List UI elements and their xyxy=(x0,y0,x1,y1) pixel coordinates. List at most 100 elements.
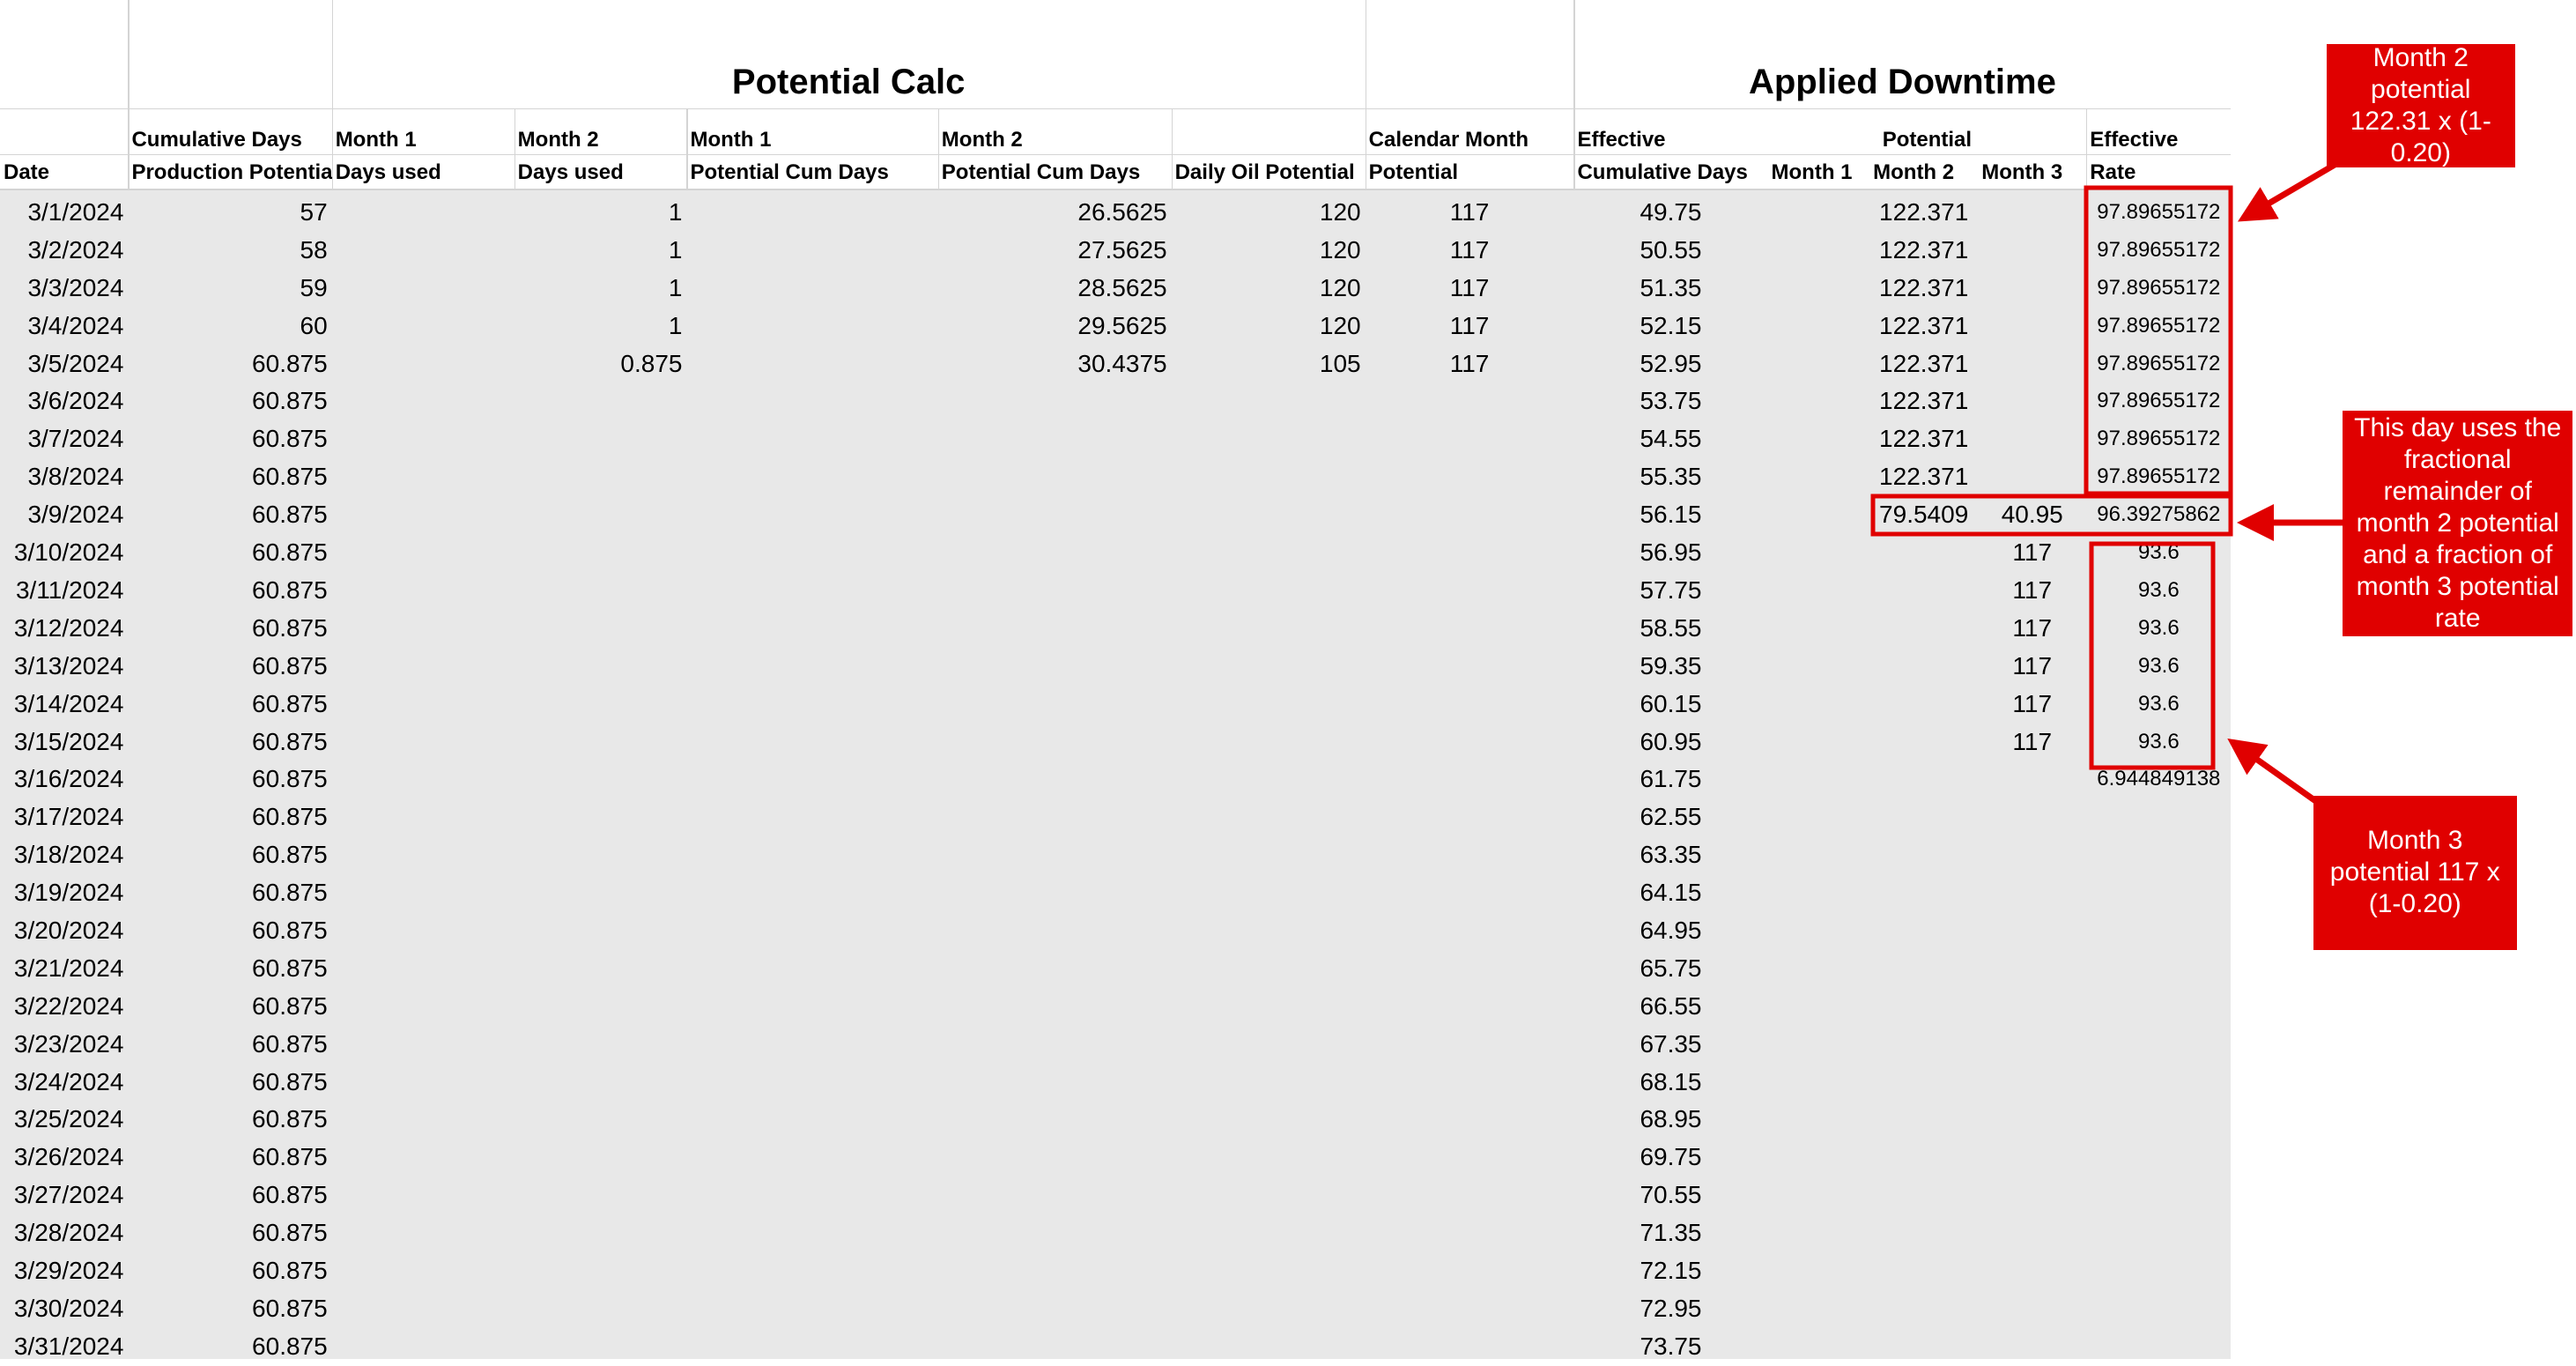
value-cell: 117 xyxy=(1449,198,1490,226)
value-cell: 30.4375 xyxy=(1077,349,1167,377)
value-cell: 72.95 xyxy=(1640,1294,1702,1322)
value-cell: 0.875 xyxy=(620,349,683,377)
column-header: Cumulative Days xyxy=(131,127,302,152)
value-cell: 60.15 xyxy=(1640,689,1702,717)
value-cell: 60.875 xyxy=(252,575,328,604)
value-cell: 63.35 xyxy=(1640,841,1702,869)
value-cell: 60.875 xyxy=(252,425,328,453)
sheet-body xyxy=(0,190,2232,1360)
date-cell: 3/25/2024 xyxy=(13,1105,124,1133)
value-cell: 120 xyxy=(1319,198,1361,226)
date-cell: 3/30/2024 xyxy=(13,1294,124,1322)
grid-line xyxy=(331,108,333,191)
date-cell: 3/3/2024 xyxy=(27,273,124,301)
date-cell: 3/11/2024 xyxy=(15,575,124,604)
value-cell: 60.875 xyxy=(252,1294,328,1322)
annotation-callout: Month 3 potential 117 x (1-0.20) xyxy=(2313,795,2517,950)
value-cell: 122.371 xyxy=(1879,349,1969,377)
value-cell: 59.35 xyxy=(1640,651,1702,679)
date-cell: 3/31/2024 xyxy=(13,1332,124,1360)
value-cell: 61.75 xyxy=(1640,765,1702,793)
highlight-box xyxy=(1870,494,2233,537)
value-cell: 60.875 xyxy=(252,916,328,944)
column-header: Month 1 xyxy=(690,127,772,152)
date-cell: 3/18/2024 xyxy=(13,841,124,869)
value-cell: 68.95 xyxy=(1640,1105,1702,1133)
date-cell: 3/9/2024 xyxy=(27,501,124,529)
value-cell: 71.35 xyxy=(1640,1219,1702,1247)
value-cell: 117 xyxy=(2012,651,2053,679)
value-cell: 93.6 xyxy=(2137,577,2180,602)
grid-line xyxy=(331,0,333,191)
value-cell: 96.39275862 xyxy=(2097,502,2221,527)
date-cell: 3/28/2024 xyxy=(13,1219,124,1247)
value-cell: 122.371 xyxy=(1879,387,1969,415)
value-cell: 60.875 xyxy=(252,538,328,567)
value-cell: 68.15 xyxy=(1640,1067,1702,1095)
date-cell: 3/23/2024 xyxy=(13,1029,124,1058)
date-cell: 3/22/2024 xyxy=(13,991,124,1020)
value-cell: 65.75 xyxy=(1640,954,1702,982)
date-cell: 3/16/2024 xyxy=(13,765,124,793)
value-cell: 120 xyxy=(1319,273,1361,301)
value-cell: 60.875 xyxy=(252,765,328,793)
column-header: Effective xyxy=(2090,127,2179,152)
value-cell: 97.89655172 xyxy=(2097,389,2221,413)
value-cell: 58 xyxy=(300,235,328,264)
value-cell: 97.89655172 xyxy=(2097,237,2221,262)
column-header: Effective xyxy=(1577,127,1666,152)
grid-line xyxy=(0,154,2232,156)
value-cell: 122.371 xyxy=(1879,463,1969,491)
column-header: Days used xyxy=(335,160,441,185)
value-cell: 60.875 xyxy=(252,463,328,491)
value-cell: 60.875 xyxy=(252,879,328,907)
annotation-callout: Month 2 potential 122.31 x (1-0.20) xyxy=(2326,43,2515,167)
highlight-box xyxy=(2084,185,2233,496)
date-cell: 3/14/2024 xyxy=(13,689,124,717)
value-cell: 70.55 xyxy=(1640,1181,1702,1209)
grid-line xyxy=(937,108,939,191)
value-cell: 57 xyxy=(300,198,328,226)
value-cell: 117 xyxy=(2012,538,2053,567)
value-cell: 60.875 xyxy=(252,689,328,717)
grid-line xyxy=(514,108,515,191)
value-cell: 60.95 xyxy=(1640,727,1702,755)
column-header: Potential Cum Days xyxy=(690,160,889,185)
date-cell: 3/17/2024 xyxy=(13,803,124,831)
value-cell: 59 xyxy=(300,273,328,301)
column-header: Potential Cum Days xyxy=(941,160,1141,185)
value-cell: 60.875 xyxy=(252,349,328,377)
value-cell: 50.55 xyxy=(1640,235,1702,264)
value-cell: 117 xyxy=(1449,311,1490,339)
value-cell: 122.371 xyxy=(1879,311,1969,339)
column-header: Month 2 xyxy=(941,127,1023,152)
arrow xyxy=(2237,161,2336,222)
value-cell: 1 xyxy=(668,273,683,301)
value-cell: 40.95 xyxy=(2001,501,2063,529)
value-cell: 117 xyxy=(1449,273,1490,301)
column-header: Production Potentia xyxy=(131,160,332,185)
value-cell: 93.6 xyxy=(2137,729,2180,754)
column-header: Potential xyxy=(1368,160,1458,185)
value-cell: 97.89655172 xyxy=(2097,427,2221,451)
value-cell: 120 xyxy=(1319,235,1361,264)
column-header: Month 2 xyxy=(517,127,599,152)
column-header: Days used xyxy=(517,160,624,185)
value-cell: 93.6 xyxy=(2137,653,2180,678)
value-cell: 54.55 xyxy=(1640,425,1702,453)
arrow xyxy=(2227,738,2320,805)
date-cell: 3/5/2024 xyxy=(27,349,124,377)
value-cell: 60.875 xyxy=(252,1332,328,1360)
annotation-callout: This day uses the fractional remainder o… xyxy=(2343,411,2573,636)
value-cell: 67.35 xyxy=(1640,1029,1702,1058)
value-cell: 66.55 xyxy=(1640,991,1702,1020)
value-cell: 60.875 xyxy=(252,991,328,1020)
value-cell: 60 xyxy=(300,311,328,339)
value-cell: 60.875 xyxy=(252,1105,328,1133)
value-cell: 69.75 xyxy=(1640,1143,1702,1171)
highlight-box xyxy=(2089,541,2216,770)
column-header: Daily Oil Potential xyxy=(1174,160,1355,185)
value-cell: 60.875 xyxy=(252,651,328,679)
date-cell: 3/1/2024 xyxy=(27,198,124,226)
value-cell: 57.75 xyxy=(1640,575,1702,604)
